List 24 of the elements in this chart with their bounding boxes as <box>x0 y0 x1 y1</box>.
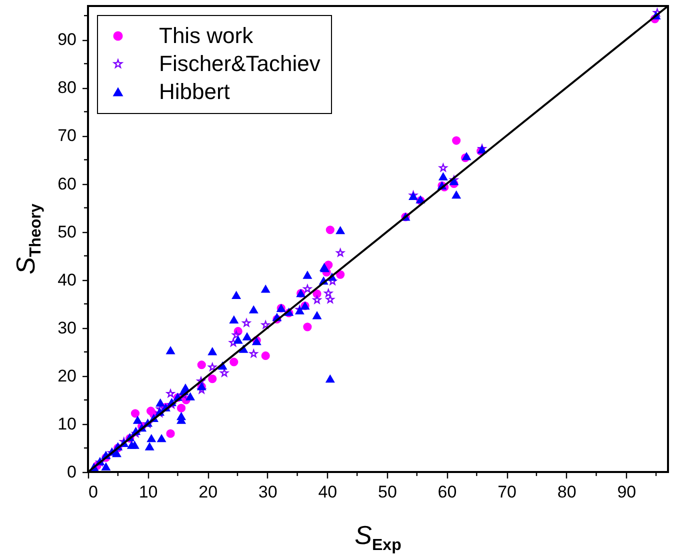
x-tick-label: 90 <box>617 482 636 502</box>
x-tick-label: 40 <box>318 482 338 502</box>
y-tick-label: 20 <box>58 366 76 386</box>
x-tick-label: 30 <box>258 482 278 502</box>
x-tick-label: 60 <box>438 482 457 502</box>
x-tick-label: 10 <box>138 482 158 502</box>
x-tick-label: 70 <box>498 482 517 502</box>
x-axis-title: S$_{Exp}$ <box>354 520 402 556</box>
x-tick-label: 20 <box>198 482 218 502</box>
legend-label: Fischer&Tachiev <box>159 51 320 76</box>
y-tick-label: 0 <box>67 462 76 482</box>
y-tick-label: 10 <box>58 414 76 434</box>
y-tick-label: 90 <box>58 30 76 50</box>
y-tick-label: 60 <box>58 174 76 194</box>
x-tick-label: 0 <box>88 482 98 502</box>
y-tick-label: 70 <box>58 126 76 146</box>
y-tick-label: 40 <box>58 270 76 290</box>
legend-label: Hibbert <box>159 79 230 104</box>
x-tick-label: 80 <box>557 482 576 502</box>
y-tick-label: 80 <box>58 78 76 98</box>
y-tick-label: 50 <box>58 222 76 242</box>
x-tick-label: 50 <box>378 482 397 502</box>
y-tick-label: 30 <box>58 318 76 338</box>
legend-label: This work <box>159 23 254 48</box>
